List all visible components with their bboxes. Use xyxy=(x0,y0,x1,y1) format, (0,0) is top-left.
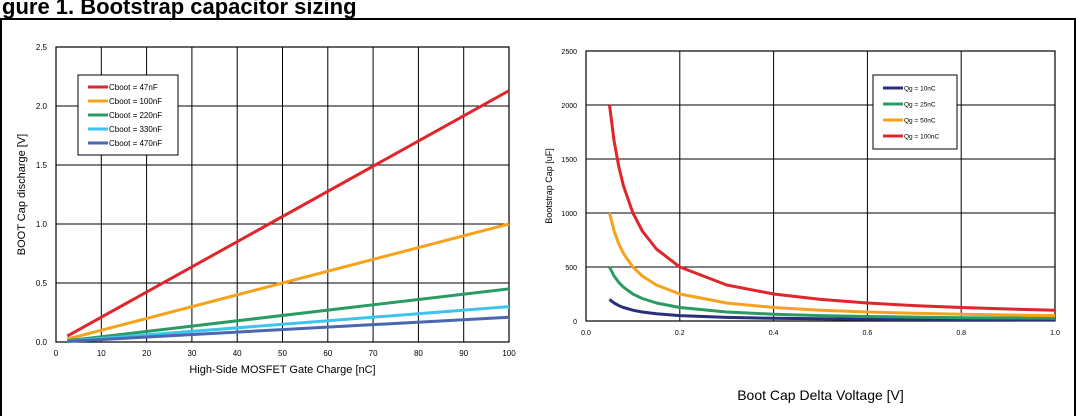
x-tick-label: 0.0 xyxy=(581,330,591,337)
series-line-qg-100nc xyxy=(608,104,1056,312)
y-tick-label: 0.0 xyxy=(36,338,48,347)
y-axis-label: BOOT Cap discharge [V] xyxy=(16,134,28,255)
legend-label-qg-25nc: Qg = 25nC xyxy=(904,101,936,108)
x-tick-label: 0.2 xyxy=(675,330,685,337)
series-line-qg-25nc xyxy=(608,266,1056,320)
y-tick-label: 0.5 xyxy=(36,279,48,288)
legend-label-cboot-470nf: Cboot = 470nF xyxy=(109,139,162,148)
series-line-cboot-220nf xyxy=(67,287,510,343)
y-tick-label: 2500 xyxy=(561,49,577,56)
x-tick-label: 40 xyxy=(233,349,242,358)
x-tick-label: 0.8 xyxy=(956,330,966,337)
plot-area-border xyxy=(55,46,510,343)
series-line-cboot-100nf xyxy=(66,222,510,341)
plot-area-border xyxy=(585,50,1056,322)
x-tick-label: 80 xyxy=(414,349,423,358)
series-line-cboot-330nf xyxy=(67,305,510,343)
legend-label-cboot-220nf: Cboot = 220nF xyxy=(109,111,162,120)
x-tick-label: 50 xyxy=(278,349,287,358)
legend-label-cboot-330nf: Cboot = 330nF xyxy=(109,125,162,134)
series-line-qg-10nc xyxy=(608,298,1056,322)
x-tick-label: 10 xyxy=(97,349,106,358)
x-tick-label: 60 xyxy=(323,349,332,358)
x-tick-label: 90 xyxy=(459,349,468,358)
y-tick-label: 1000 xyxy=(561,211,577,218)
series-line-qg-50nc xyxy=(608,212,1056,318)
y-tick-label: 2.0 xyxy=(36,102,48,111)
x-tick-label: 20 xyxy=(142,349,151,358)
x-axis-label: Boot Cap Delta Voltage [V] xyxy=(737,387,904,403)
legend-label-cboot-47nf: Cboot = 47nF xyxy=(109,83,158,92)
y-tick-label: 1500 xyxy=(561,157,577,164)
y-axis-label: Bootstrap Cap [uF] xyxy=(544,148,554,224)
y-tick-label: 2000 xyxy=(561,103,577,110)
series-line-cboot-470nf xyxy=(67,315,510,343)
x-tick-label: 0.4 xyxy=(769,330,779,337)
x-tick-label: 100 xyxy=(502,349,516,358)
x-tick-label: 30 xyxy=(187,349,196,358)
x-tick-label: 70 xyxy=(369,349,378,358)
y-tick-label: 1.5 xyxy=(36,161,48,170)
legend-label-cboot-100nf: Cboot = 100nF xyxy=(109,97,162,106)
legend-label-qg-10nc: Qg = 10nC xyxy=(904,85,936,92)
y-tick-label: 500 xyxy=(565,265,577,272)
x-tick-label: 1.0 xyxy=(1050,330,1060,337)
y-tick-label: 1.0 xyxy=(36,220,48,229)
legend-label-qg-50nc: Qg = 50nC xyxy=(904,117,936,124)
figure-heading: gure 1. Bootstrap capacitor sizing xyxy=(2,0,357,19)
x-tick-label: 0.6 xyxy=(863,330,873,337)
x-axis-label: High-Side MOSFET Gate Charge [nC] xyxy=(189,364,375,376)
chart-boot-cap-discharge: 0 10 20 30 40 50 60 70 80 90 100 0.0 0.5 1.0 1.5 2.0 2.5… xyxy=(16,43,516,376)
x-tick-label: 0 xyxy=(54,349,59,358)
y-tick-label: 2.5 xyxy=(36,43,48,52)
series-line-cboot-47nf xyxy=(66,89,510,338)
y-tick-label: 0 xyxy=(573,319,577,326)
legend-label-qg-100nc: Qg = 100nC xyxy=(904,133,940,140)
chart-bootstrap-cap: 0.0 0.2 0.4 0.6 0.8 1.0 0 500 1000 1500 2000 2500 Bo… xyxy=(544,49,1060,403)
